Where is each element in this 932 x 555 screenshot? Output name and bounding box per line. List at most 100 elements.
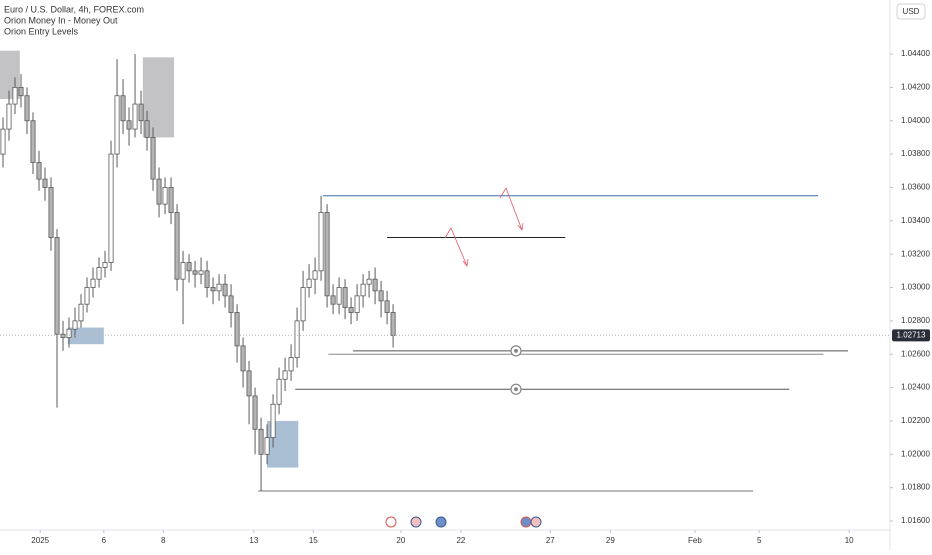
candle-body: [240, 345, 246, 372]
candle-body: [378, 290, 384, 302]
candle-body: [132, 103, 138, 130]
candle-body: [282, 370, 288, 380]
candle-body: [0, 128, 6, 155]
candle-body: [138, 103, 144, 122]
x-tick-label: 6: [102, 536, 107, 545]
indicator-label: Orion Entry Levels: [4, 26, 79, 36]
current-price-box: [892, 329, 930, 342]
candle-body: [366, 278, 372, 285]
event-icon[interactable]: [520, 516, 532, 528]
candle-body: [174, 212, 180, 280]
candle-body: [354, 295, 360, 313]
candle-body: [216, 283, 222, 292]
zone: [67, 327, 104, 345]
event-icon[interactable]: [385, 516, 397, 528]
candle-body: [84, 287, 90, 305]
candle-body: [258, 428, 264, 455]
candle-body: [162, 187, 168, 205]
candle-body: [336, 287, 342, 305]
candle-body: [60, 333, 66, 338]
x-tick-label: 27: [546, 536, 555, 545]
arrow-annotations: [444, 187, 524, 267]
y-tick-label: 1.01800: [901, 483, 930, 492]
y-tick-label: 1.02000: [901, 449, 930, 458]
candle-body: [180, 262, 186, 280]
chart-title: Euro / U.S. Dollar, 4h, FOREX.com: [4, 4, 144, 14]
x-tick-label: 8: [161, 536, 166, 545]
y-tick-label: 1.02400: [901, 383, 930, 392]
candle-body: [96, 267, 102, 280]
plot: [0, 50, 890, 492]
x-tick-label: 5: [757, 536, 762, 545]
candle-body: [390, 312, 396, 336]
candle-body: [66, 328, 72, 338]
candle-body: [342, 287, 348, 308]
candle-body: [270, 403, 276, 439]
x-tick-label: 29: [606, 536, 615, 545]
candle-body: [300, 287, 306, 322]
x-tick-label: Feb: [688, 536, 702, 545]
y-tick-label: 1.03200: [901, 249, 930, 258]
currency-button[interactable]: [896, 3, 926, 20]
y-tick-label: 1.02800: [901, 316, 930, 325]
candle-body: [150, 137, 156, 180]
candle-body: [6, 103, 12, 130]
candle-body: [324, 212, 330, 297]
arrow: [499, 187, 524, 231]
candle-body: [102, 262, 108, 268]
candle-body: [198, 270, 204, 275]
y-tick-label: 1.03400: [901, 216, 930, 225]
candle-body: [360, 283, 366, 297]
candle-body: [186, 262, 192, 272]
candle-body: [114, 95, 120, 155]
current-price-label: 1.02713: [897, 330, 926, 339]
x-tick-label: 15: [309, 536, 318, 545]
x-tick-label: 10: [845, 536, 854, 545]
candle-body: [42, 178, 48, 188]
arrow: [444, 227, 469, 267]
y-tick-label: 1.04200: [901, 82, 930, 91]
candle-body: [228, 295, 234, 313]
candle-body: [78, 303, 84, 322]
y-tick-label: 1.03600: [901, 183, 930, 192]
candle-body: [126, 120, 132, 130]
candle-body: [384, 300, 390, 313]
candle-body: [24, 95, 30, 122]
candle-body: [348, 307, 354, 313]
candle-body: [72, 320, 78, 330]
candle-body: [204, 270, 210, 288]
candle-body: [288, 357, 294, 372]
candle-body: [252, 395, 258, 430]
candle-body: [210, 287, 216, 292]
y-tick-label: 1.01600: [901, 516, 930, 525]
event-icon[interactable]: [530, 516, 542, 528]
x-tick-label: 13: [249, 536, 258, 545]
currency-label: USD: [903, 7, 920, 16]
level-marker-dot: [514, 348, 518, 353]
y-tick-label: 1.04400: [901, 49, 930, 58]
candle-body: [192, 270, 198, 275]
candle-body: [372, 278, 378, 292]
level-marker-dot: [514, 387, 518, 392]
candle-body: [18, 86, 24, 97]
candle-body: [312, 270, 318, 280]
candle-body: [234, 312, 240, 347]
y-tick-label: 1.03800: [901, 149, 930, 158]
event-icon[interactable]: [410, 516, 422, 528]
x-tick-label: 22: [456, 536, 465, 545]
event-icon[interactable]: [435, 516, 447, 528]
candle-body: [108, 153, 114, 263]
y-tick-label: 1.02600: [901, 349, 930, 358]
candle-body: [294, 320, 300, 358]
candle-body: [48, 187, 54, 238]
indicator-label: Orion Money In - Money Out: [4, 15, 118, 25]
candle-body: [36, 162, 42, 180]
event-icons: [385, 516, 542, 528]
candle-body: [330, 295, 336, 305]
candle-body: [246, 370, 252, 397]
candle-body: [120, 95, 126, 122]
candle-body: [306, 278, 312, 288]
candle-body: [156, 178, 162, 205]
